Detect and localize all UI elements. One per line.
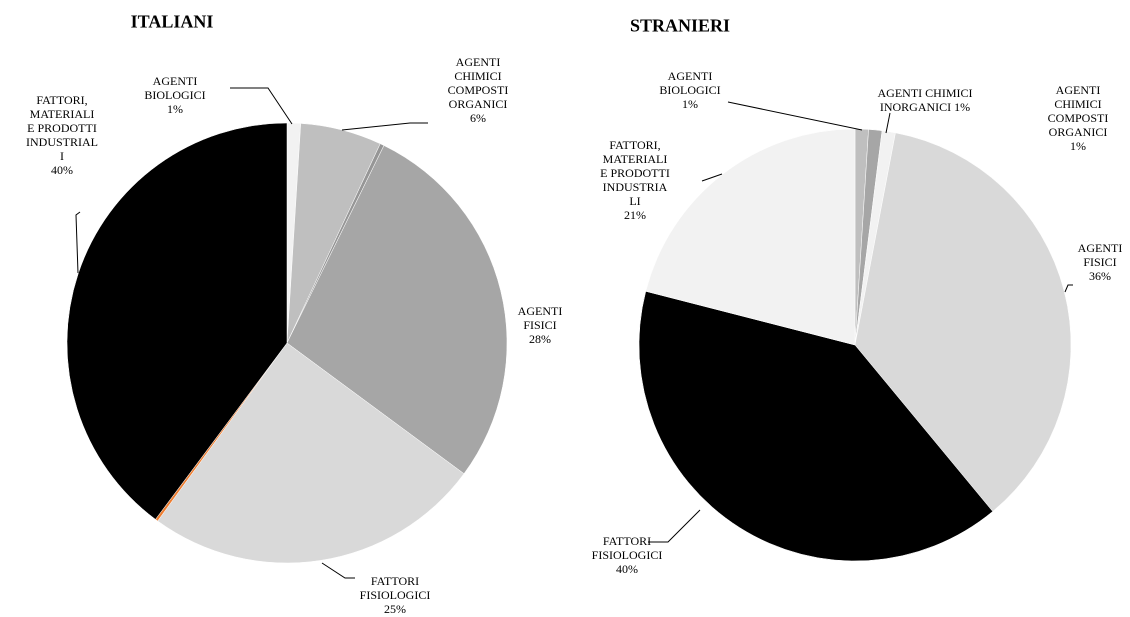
- pie-slice: [66, 122, 288, 520]
- value-label: 40%: [615, 562, 638, 576]
- value-label: 1%: [681, 97, 698, 111]
- slice-label: AGENTI BIOLOGICI 1%: [659, 69, 720, 111]
- category-label: AGENTI BIOLOGICI: [659, 69, 721, 97]
- category-label: AGENTI CHIMICI COMPOSTI ORGANICI: [447, 55, 509, 111]
- category-label: AGENTI CHIMICI INORGANICI: [877, 86, 973, 114]
- leader-line: [727, 101, 863, 131]
- leader-line: [321, 562, 355, 579]
- slice-label: AGENTI FISICI 28%: [518, 304, 563, 346]
- slice-label: AGENTI CHIMICI INORGANICI 1%: [878, 86, 973, 114]
- slice-label: AGENTI BIOLOGICI 1%: [144, 74, 205, 116]
- slice-label: AGENTI CHIMICI COMPOSTI ORGANICI 1%: [1048, 83, 1109, 153]
- value-label: 1%: [954, 100, 971, 114]
- pie-slice: [157, 342, 465, 564]
- pie-slice: [286, 145, 508, 475]
- slice-label: AGENTI CHIMICI COMPOSTI ORGANICI 6%: [448, 55, 509, 125]
- value-label: 1%: [1070, 139, 1086, 153]
- pie-slice: [638, 290, 994, 562]
- category-label: FATTORI FISIOLOGICI: [591, 534, 663, 562]
- category-label: AGENTI BIOLOGICI: [144, 74, 206, 102]
- value-label: 21%: [623, 208, 646, 222]
- category-label: FATTORI, MATERIALI E PRODOTTI INDUSTRIAL…: [26, 93, 98, 163]
- slice-label: FATTORI FISIOLOGICI 25%: [360, 574, 431, 616]
- value-label: 28%: [529, 332, 551, 346]
- value-label: 1%: [166, 102, 183, 116]
- value-label: 36%: [1089, 269, 1111, 283]
- pie-slice: [645, 128, 856, 346]
- leader-line: [648, 509, 701, 543]
- value-label: 6%: [470, 111, 486, 125]
- leader-line: [885, 112, 891, 134]
- category-label: AGENTI CHIMICI COMPOSTI ORGANICI: [1047, 83, 1109, 139]
- leader-line: [230, 87, 293, 125]
- leader-line: [701, 173, 723, 182]
- leader-line: [341, 122, 428, 131]
- chart-title: STRANIERI: [629, 15, 731, 36]
- slice-label: AGENTI FISICI 36%: [1078, 241, 1123, 283]
- pie-slice: [854, 132, 1072, 512]
- leader-line: [75, 211, 81, 274]
- category-label: AGENTI FISICI: [517, 304, 563, 332]
- slice-label: FATTORI FISIOLOGICI 40%: [592, 534, 663, 576]
- value-label: 25%: [383, 602, 406, 616]
- category-label: FATTORI, MATERIALI E PRODOTTI INDUSTRIA …: [600, 138, 670, 208]
- value-label: 40%: [51, 163, 73, 177]
- slice-label: FATTORI, MATERIALI E PRODOTTI INDUSTRIAL…: [26, 93, 98, 177]
- category-label: FATTORI FISIOLOGICI: [359, 574, 431, 602]
- leader-line: [1064, 284, 1073, 293]
- slice-label: FATTORI, MATERIALI E PRODOTTI INDUSTRIA …: [600, 138, 670, 222]
- chart-title: ITALIANI: [130, 11, 214, 32]
- category-label: AGENTI FISICI: [1077, 241, 1123, 269]
